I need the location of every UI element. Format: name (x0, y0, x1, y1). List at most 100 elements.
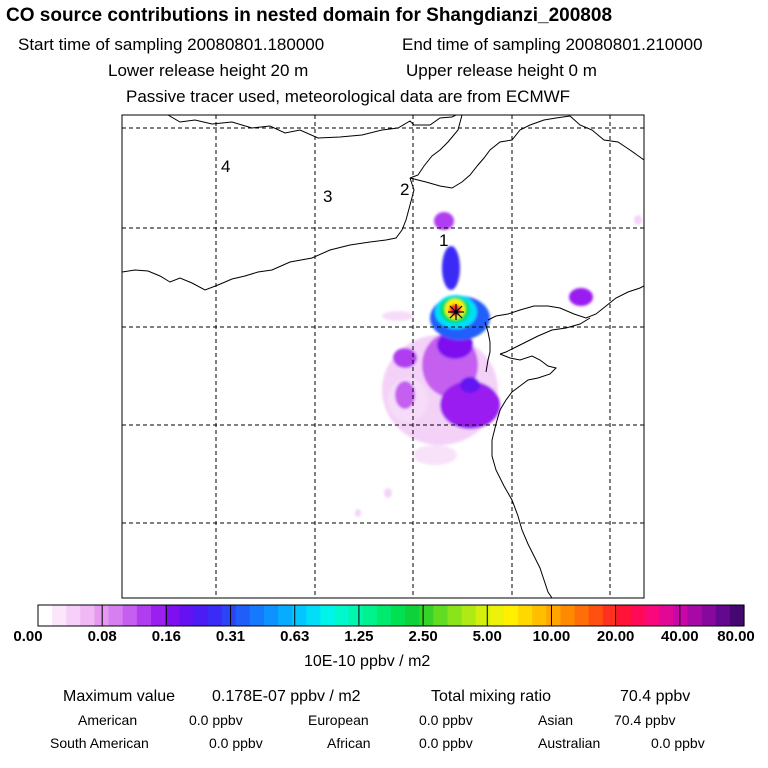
plume-faint-dot-c (634, 215, 642, 225)
colorbar-swatch (518, 605, 533, 626)
colorbar-tick-label: 0.63 (280, 628, 310, 645)
colorbar-swatch (602, 605, 618, 626)
colorbar-swatch (701, 605, 717, 626)
region-south-american-value: 0.0 ppbv (209, 735, 263, 751)
upper-release-height: Upper release height 0 m (406, 61, 597, 80)
colorbar-swatch (306, 605, 321, 626)
colorbar (37, 604, 745, 627)
colorbar-swatch (66, 605, 81, 626)
colorbar-swatch (391, 605, 406, 626)
colorbar-swatch (645, 605, 660, 626)
plot-title: CO source contributions in nested domain… (6, 5, 613, 26)
colorbar-swatch (165, 605, 180, 626)
colorbar-tick-label: 0.08 (87, 628, 117, 645)
plume-faint-wisp (382, 311, 414, 321)
trajectory-label-3: 3 (323, 187, 332, 206)
colorbar-swatch (278, 605, 293, 626)
region-american-name: American (78, 712, 138, 728)
colorbar-swatch (475, 605, 491, 626)
colorbar-swatch (560, 605, 576, 626)
max-value-label: Maximum value (63, 688, 176, 705)
trajectory-label-1: 1 (439, 231, 448, 250)
lower-release-height: Lower release height 20 m (108, 61, 309, 80)
plume-violet-sw (395, 381, 415, 409)
plume-indigo-south (460, 377, 480, 393)
colorbar-frame (37, 604, 745, 627)
colorbar-tick-label: 1.25 (344, 628, 374, 645)
border-north-east (414, 115, 457, 126)
colorbar-swatch (52, 605, 67, 626)
total-mixing-value: 70.4 ppbv (620, 688, 691, 705)
map-frame (121, 114, 645, 599)
plume-violet-north (434, 212, 454, 230)
colorbar-swatch (108, 605, 124, 626)
coast-bohai-north (499, 317, 591, 355)
start-time: Start time of sampling 20080801.180000 (18, 35, 325, 54)
colorbar-swatch (687, 605, 703, 626)
plume-faint-south (413, 445, 457, 465)
colorbar-swatch (503, 605, 519, 626)
total-mixing-label: Total mixing ratio (431, 688, 552, 705)
colorbar-swatch (546, 605, 562, 626)
colorbar-swatch (122, 605, 138, 626)
colorbar-swatch (433, 605, 449, 626)
border-north (167, 115, 415, 139)
colorbar-swatch (588, 605, 604, 626)
max-value: 0.178E-07 ppbv / m2 (212, 688, 361, 705)
colorbar-swatch (221, 605, 237, 626)
plume-violet-south (440, 381, 500, 429)
colorbar-swatch (150, 605, 166, 626)
colorbar-swatch (348, 605, 364, 626)
concentration-plume (355, 212, 642, 517)
colorbar-swatch (80, 605, 96, 626)
colorbar-swatch (447, 605, 463, 626)
colorbar-swatch (179, 605, 194, 626)
colorbar-swatch (659, 605, 674, 626)
colorbar-tick-label: 20.00 (596, 628, 635, 645)
colorbar-swatch (249, 605, 265, 626)
plume-faint-dot-a (384, 488, 392, 498)
colorbar-swatch (574, 605, 590, 626)
coast-bohai-west (484, 321, 491, 373)
colorbar-swatch (263, 605, 279, 626)
region-african-value: 0.0 ppbv (419, 735, 473, 751)
region-asian-name: Asian (538, 712, 574, 728)
trajectory-label-2: 2 (400, 180, 409, 199)
border-west (122, 177, 415, 291)
colorbar-swatch (376, 605, 392, 626)
colorbar-swatch (362, 605, 378, 626)
model-note: Passive tracer used, meteorological data… (126, 87, 571, 106)
colorbar-swatch (673, 605, 689, 626)
graticule (122, 115, 644, 598)
border-north-east-2 (409, 115, 571, 189)
colorbar-swatch (616, 605, 632, 626)
border-far-east (569, 115, 644, 161)
colorbar-swatch (292, 605, 307, 626)
border-east-ridge (409, 115, 463, 179)
plume-blue-neck (442, 246, 460, 290)
colorbar-tick-label: 10.00 (532, 628, 571, 645)
colorbar-tick-label: 5.00 (472, 628, 502, 645)
coastlines (122, 115, 644, 598)
colorbar-swatch (207, 605, 223, 626)
receptor-star-icon (448, 304, 464, 320)
colorbar-swatch (419, 605, 434, 626)
colorbar-unit: 10E-10 ppbv / m2 (304, 653, 431, 670)
colorbar-swatch (235, 605, 251, 626)
colorbar-swatch (489, 605, 505, 626)
coast-shandong (499, 353, 557, 411)
region-european-name: European (308, 712, 369, 728)
colorbar-swatch (461, 605, 477, 626)
colorbar-swatch (136, 605, 152, 626)
region-european-value: 0.0 ppbv (419, 712, 473, 728)
colorbar-swatch (532, 605, 547, 626)
region-australian-name: Australian (538, 735, 601, 751)
colorbar-swatch (405, 605, 420, 626)
trajectory-label-4: 4 (221, 157, 230, 176)
colorbar-swatch (715, 605, 731, 626)
colorbar-swatch (631, 605, 646, 626)
colorbar-tick-label: 40.00 (661, 628, 699, 645)
end-time: End time of sampling 20080801.210000 (402, 35, 703, 54)
colorbar-swatch (38, 605, 53, 626)
